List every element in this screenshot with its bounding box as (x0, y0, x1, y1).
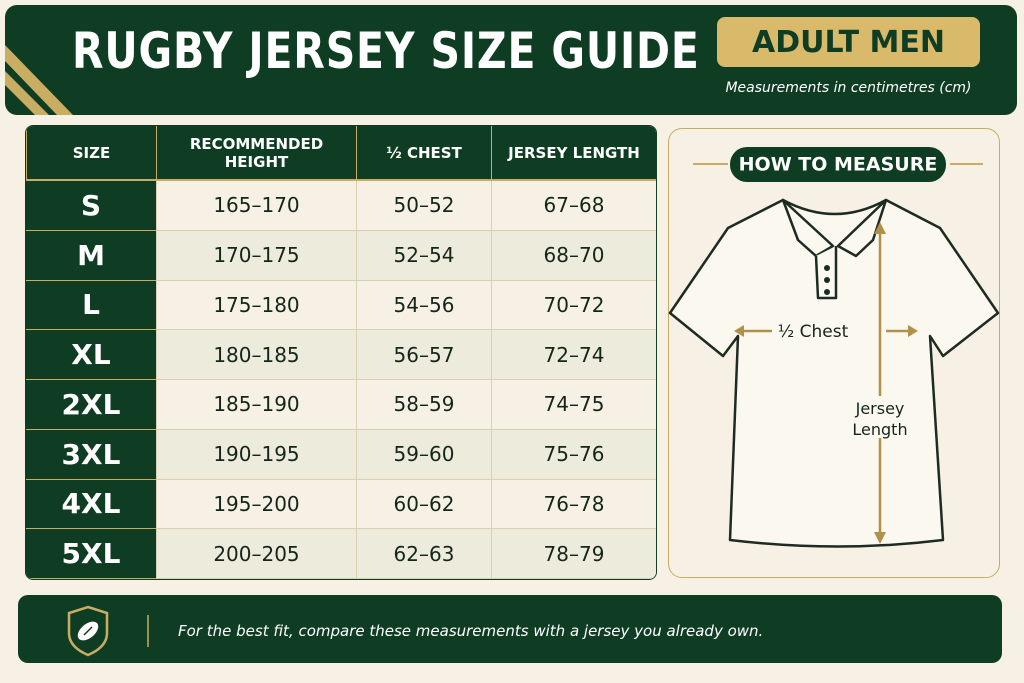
shield-icon (67, 605, 149, 657)
badge: ADULT MEN (717, 17, 980, 67)
size-label: 3XL (26, 429, 156, 480)
table-cell: 170–175 (156, 230, 356, 281)
diagram-title: HOW TO MEASURE (739, 154, 938, 176)
table-cell: 165–170 (156, 181, 356, 231)
length-label: Jersey Length (852, 399, 908, 439)
length-wrap: Jersey Length (852, 399, 908, 439)
size-label: M (26, 230, 156, 281)
table-cell: 78–79 (491, 529, 656, 579)
footer-note: For the best fit, compare these measurem… (178, 622, 764, 640)
table-cell: 190–195 (156, 429, 356, 480)
table-cell: 56–57 (356, 330, 491, 380)
table-cell: 175–180 (156, 280, 356, 331)
size-table: SIZE RECOMMENDED HEIGHT ½ CHEST JERSEY LENG… (25, 125, 657, 580)
table-cell: 60–62 (356, 479, 491, 530)
table-cell: 70–72 (491, 280, 656, 331)
footer (18, 595, 1002, 663)
table-cell: 75–76 (491, 429, 656, 480)
subtitle: Measurements in centimetres (cm) (725, 80, 972, 96)
measure-diagram: HOW TO MEASURE ½ Chest Jersey Length (668, 147, 1000, 548)
title: RUGBY JERSEY SIZE GUIDE (72, 22, 700, 80)
table-cell: 74–75 (491, 380, 656, 430)
table-cell: 180–185 (156, 330, 356, 380)
size-label: 4XL (26, 479, 156, 530)
table-cell: 185–190 (156, 380, 356, 430)
chest-label: ½ Chest (778, 322, 849, 342)
table-cell: 67–68 (491, 181, 656, 231)
table-cell: 52–54 (356, 230, 491, 281)
size-label: L (26, 280, 156, 331)
column-header: RECOMMENDED HEIGHT (156, 126, 356, 181)
column-header: JERSEY LENGTH (491, 126, 656, 181)
stripes (5, 45, 73, 115)
column-header: SIZE (26, 126, 156, 181)
table-cell: 50–52 (356, 181, 491, 231)
column-header: ½ CHEST (356, 126, 491, 181)
table-cell: 62–63 (356, 529, 491, 579)
table-cell: 58–59 (356, 380, 491, 430)
size-label: S (26, 181, 156, 231)
size-label: XL (26, 330, 156, 380)
table-cell: 59–60 (356, 429, 491, 480)
table-cell: 72–74 (491, 330, 656, 380)
table-cell: 68–70 (491, 230, 656, 281)
size-label: 2XL (26, 380, 156, 430)
table-cell: 54–56 (356, 280, 491, 331)
table-cell: 195–200 (156, 479, 356, 530)
table-cell: 200–205 (156, 529, 356, 579)
table-cell: 76–78 (491, 479, 656, 530)
size-label: 5XL (26, 529, 156, 579)
measure-panel (668, 128, 1000, 578)
